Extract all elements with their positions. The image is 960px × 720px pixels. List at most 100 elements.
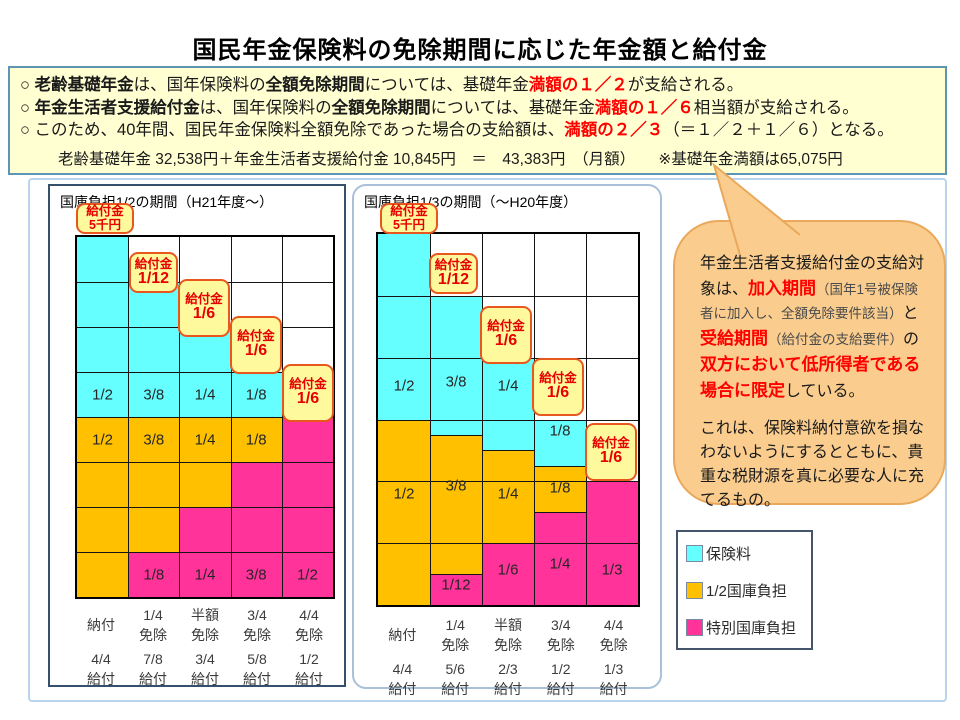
grid-row-line xyxy=(378,481,638,483)
legend: 保険料 1/2国庫負担 特別国庫負担 xyxy=(676,530,813,650)
cell-orange xyxy=(430,434,482,575)
cell-value: 1/2 xyxy=(393,485,415,503)
exempt-label-line: 3/4 xyxy=(551,616,571,633)
cell-orange xyxy=(534,465,586,513)
benefit-label-line: 1/2 xyxy=(299,650,319,667)
exempt-label: 3/4 免除 xyxy=(231,604,283,646)
benefit-label-line: 給付 xyxy=(295,671,323,687)
benefit-callout: 給付金 1/6 xyxy=(178,279,230,337)
legend-item: 保険料 xyxy=(686,543,811,564)
legend-label: 1/2国庫負担 xyxy=(706,582,787,600)
text-segment: 加入期間 xyxy=(748,279,817,298)
summary-info-box: ○ 老齢基礎年金は、国年保険料の全額免除期間については、基礎年金満額の１／２が支… xyxy=(8,66,947,175)
cell-value: 1/3 xyxy=(601,561,623,579)
benefit-callout: 給付金 5千円 xyxy=(380,203,438,234)
benefit-ratio-label: 4/4 給付 xyxy=(376,658,429,700)
callout-line: 給付金 xyxy=(185,292,223,307)
cell-value: 1/8 xyxy=(245,431,267,448)
benefit-label-line: 4/4 xyxy=(91,650,111,667)
text-segment: している。 xyxy=(785,383,865,400)
text-segment: については、基礎年金 xyxy=(430,98,595,117)
callout-line: 1/6 xyxy=(192,305,216,323)
callout-line: 1/6 xyxy=(244,342,268,360)
grid-row-line xyxy=(378,419,638,421)
exempt-label-line: 半額 xyxy=(191,606,219,623)
cell-cyan xyxy=(482,357,534,451)
cell-value: 3/8 xyxy=(245,566,267,583)
text-segment: 全額免除期間 xyxy=(331,98,431,117)
text-segment: が支給される。 xyxy=(627,76,744,94)
benefit-callout: 給付金 1/6 xyxy=(480,306,532,364)
callout-line: 給付金 xyxy=(390,204,428,219)
callout-line: 1/6 xyxy=(599,449,623,467)
exempt-label-line: 免除 xyxy=(493,637,522,653)
benefit-label-line: 3/4 xyxy=(195,650,215,667)
grid-column-line xyxy=(230,237,232,597)
exempt-label: 3/4 免除 xyxy=(534,614,587,656)
exempt-label: 納付 xyxy=(75,604,127,646)
benefit-ratio-label: 3/4 給付 xyxy=(179,648,231,690)
orange-swatch-icon xyxy=(686,581,703,599)
exempt-label-line: 免除 xyxy=(295,627,323,643)
cell-value: 1/12 xyxy=(441,576,471,594)
bullet-list: ○ 老齢基礎年金は、国年保険料の全額免除期間については、基礎年金満額の１／２が支… xyxy=(20,74,937,142)
text-segment: ○ xyxy=(20,76,35,94)
callout-line: 1/6 xyxy=(546,384,570,402)
cell-value: 1/4 xyxy=(194,431,216,448)
pink-swatch-icon xyxy=(686,618,703,636)
benefit-label-line: 1/2 xyxy=(551,660,571,677)
benefit-label-line: 7/8 xyxy=(143,650,163,667)
grid-column-line xyxy=(430,234,431,605)
exempt-label: 1/4 免除 xyxy=(429,614,482,656)
text-segment: 満額の１／６ xyxy=(594,98,694,117)
benefit-callout: 給付金 5千円 xyxy=(76,203,134,234)
exempt-label-line: 納付 xyxy=(87,616,115,633)
exempt-label-line: 4/4 xyxy=(299,606,319,623)
cell-value: 3/8 xyxy=(143,386,165,403)
cell-value: 1/6 xyxy=(497,561,519,579)
cell-value: 1/8 xyxy=(143,566,165,583)
benefit-label-line: 4/4 xyxy=(392,660,413,677)
callout-line: 5千円 xyxy=(89,217,121,232)
text-segment: （給付金の支給要件） xyxy=(768,332,903,347)
benefit-ratio-label: 1/2 給付 xyxy=(534,658,587,700)
text-segment: 年金生活者支援給付金 xyxy=(34,98,200,117)
text-segment: 双方において低所得者である場合に限定 xyxy=(700,355,921,400)
text-segment: は、国年保険料の xyxy=(199,98,332,117)
exempt-label: 納付 xyxy=(376,614,429,656)
benefit-label-line: 5/8 xyxy=(247,650,267,667)
cell-value: 1/4 xyxy=(549,555,571,573)
callout-line: 給付金 xyxy=(86,204,124,219)
text-segment: の xyxy=(903,331,920,348)
cell-pink xyxy=(534,512,586,605)
note-speech-bubble: 年金生活者支援給付金の支給対象は、加入期間（国年1号被保険者に加入し、全額免除要… xyxy=(673,220,946,509)
page-title: 国民年金保険料の免除期間に応じた年金額と給付金 xyxy=(192,37,768,64)
benefit-label-line: 2/3 xyxy=(498,660,518,677)
grid-row-line xyxy=(77,372,333,373)
text-segment: ○ xyxy=(20,98,35,117)
benefit-ratio-label: 5/8 給付 xyxy=(231,648,283,690)
cell-value: 3/8 xyxy=(143,431,165,448)
callout-line: 1/12 xyxy=(437,270,470,288)
legend-label: 特別国庫負担 xyxy=(706,619,797,637)
benefit-label-line: 給付 xyxy=(191,671,219,687)
exempt-label-line: 1/4 xyxy=(143,606,163,623)
exempt-label-line: 免除 xyxy=(139,627,167,643)
benefit-label-line: 給付 xyxy=(388,681,417,697)
cell-value: 1/8 xyxy=(549,479,571,497)
benefit-callout: 給付金 1/6 xyxy=(585,423,637,481)
cell-value: 3/8 xyxy=(445,373,467,391)
legend-items: 保険料 1/2国庫負担 特別国庫負担 xyxy=(686,543,811,638)
cell-value: 1/2 xyxy=(296,566,318,583)
exempt-label: 半額 免除 xyxy=(482,614,535,656)
cell-value: 1/4 xyxy=(194,566,216,583)
cell-value: 1/2 xyxy=(92,431,114,448)
cell-cyan xyxy=(378,234,430,420)
cell-cyan xyxy=(430,295,482,435)
text-segment: 相当額が支給される。 xyxy=(693,98,859,117)
text-segment: （＝１／２＋１／６）となる。 xyxy=(663,121,894,139)
chart-panel-treasury-half: 国庫負担1/2の期間（H21年度～） 1/2 1/2 3/8 3/8 1/8 1/4 1/4… xyxy=(48,184,346,687)
callout-line: 5千円 xyxy=(393,217,425,232)
callout-line: 1/6 xyxy=(494,332,518,350)
text-segment: は、国年保険料の xyxy=(133,76,266,94)
